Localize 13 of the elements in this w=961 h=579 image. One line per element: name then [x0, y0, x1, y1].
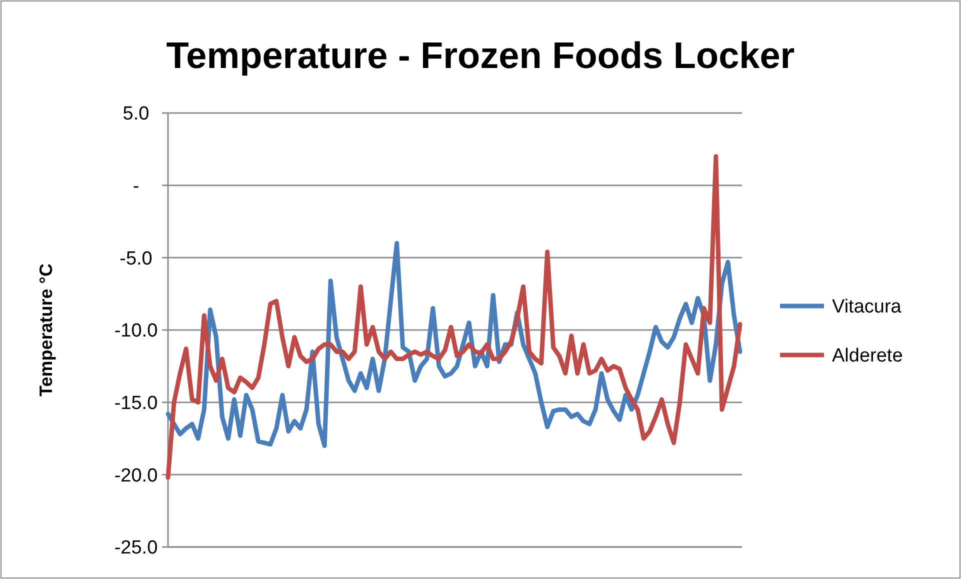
y-tick-label: -5.0 — [120, 248, 152, 270]
legend-label: Alderete — [832, 346, 903, 367]
line-series — [166, 154, 742, 480]
y-axis-title: Temperature °C — [36, 264, 56, 396]
y-tick-label: -20.0 — [114, 465, 158, 486]
line-series — [166, 240, 742, 448]
legend-label: Vitacura — [832, 296, 902, 318]
y-tick-label: - — [132, 176, 140, 197]
y-tick-label: -25.0 — [114, 538, 158, 559]
y-tick-label: -10.0 — [114, 320, 158, 342]
y-tick-label: -15.0 — [114, 392, 158, 414]
chart-title: Temperature - Frozen Foods Locker — [166, 35, 795, 76]
y-tick-label: 5.0 — [122, 104, 150, 125]
